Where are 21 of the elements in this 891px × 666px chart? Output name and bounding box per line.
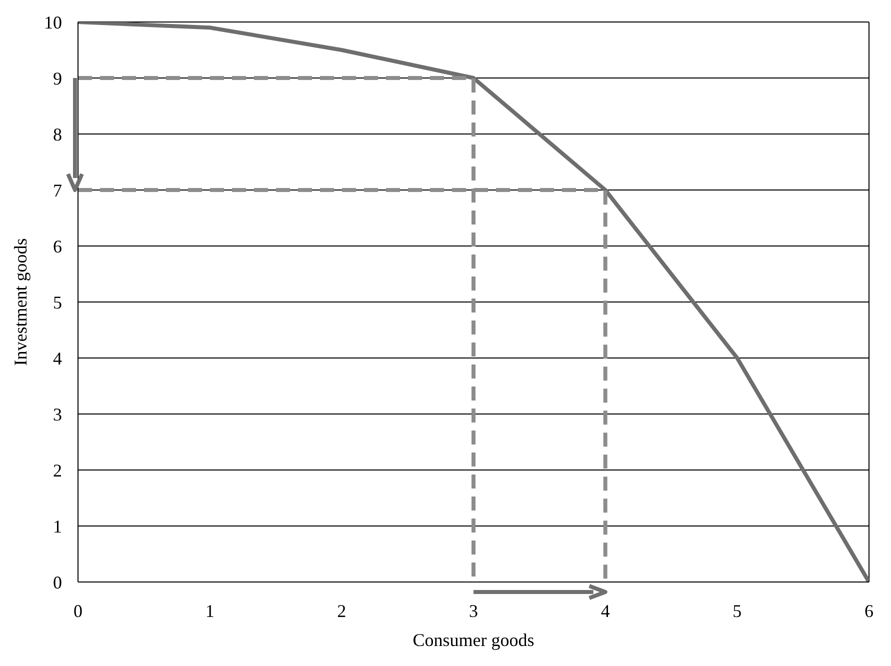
y-tick-label: 6 bbox=[53, 236, 62, 256]
y-tick-label: 10 bbox=[44, 12, 62, 32]
y-tick-label: 0 bbox=[53, 572, 62, 592]
x-axis-title: Consumer goods bbox=[412, 630, 534, 650]
y-tick-label: 7 bbox=[53, 180, 62, 200]
x-tick-label: 4 bbox=[600, 600, 610, 621]
y-tick-label: 4 bbox=[53, 348, 62, 368]
y-tick-label: 1 bbox=[53, 516, 62, 536]
y-tick-label: 2 bbox=[53, 460, 62, 480]
x-tick-label: 6 bbox=[864, 600, 874, 621]
x-tick-label: 5 bbox=[732, 600, 742, 621]
y-tick-label: 8 bbox=[53, 124, 62, 144]
x-tick-label: 0 bbox=[74, 600, 82, 621]
y-tick-label: 3 bbox=[53, 404, 62, 424]
y-tick-label: 9 bbox=[53, 68, 62, 88]
x-tick-label: 2 bbox=[337, 600, 346, 621]
x-tick-label: 1 bbox=[205, 600, 214, 621]
x-tick-label: 3 bbox=[469, 600, 478, 621]
line-series bbox=[78, 22, 869, 582]
y-tick-label: 5 bbox=[53, 292, 62, 312]
y-axis-title: Investment goods bbox=[10, 238, 30, 366]
